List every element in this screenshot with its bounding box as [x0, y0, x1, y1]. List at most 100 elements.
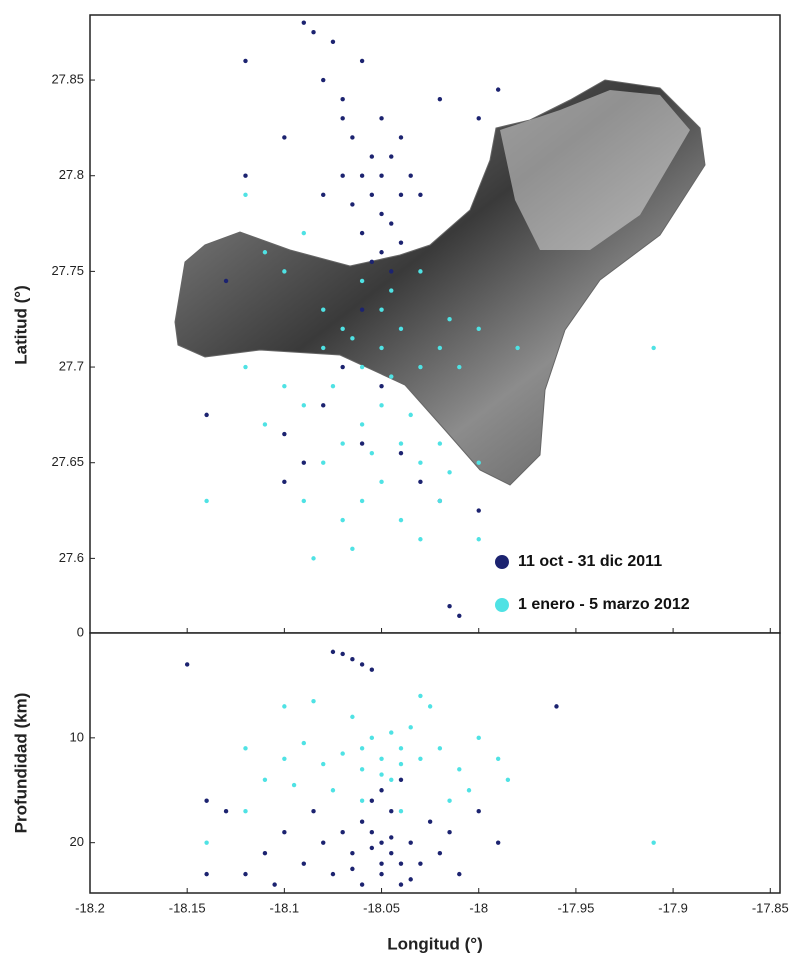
event-point: [282, 269, 286, 273]
event-point: [185, 662, 189, 666]
event-point: [263, 250, 267, 254]
event-point: [282, 480, 286, 484]
event-point: [350, 715, 354, 719]
event-point: [282, 135, 286, 139]
x-tick-label: -17.9: [658, 900, 688, 915]
event-point: [399, 518, 403, 522]
event-point: [360, 441, 364, 445]
event-point: [399, 327, 403, 331]
y-tick-label: 27.75: [51, 263, 84, 278]
event-point: [457, 767, 461, 771]
event-point: [321, 461, 325, 465]
event-point: [263, 851, 267, 855]
event-point: [272, 882, 276, 886]
event-point: [379, 403, 383, 407]
event-point: [399, 451, 403, 455]
event-point: [292, 783, 296, 787]
event-point: [350, 135, 354, 139]
event-point: [311, 809, 315, 813]
event-point: [389, 851, 393, 855]
chart: Latitud (°) Profundidad (km) Longitud (°…: [0, 0, 791, 958]
event-point: [340, 652, 344, 656]
event-point: [418, 694, 422, 698]
event-point: [418, 757, 422, 761]
event-point: [379, 250, 383, 254]
event-point: [331, 650, 335, 654]
event-point: [204, 872, 208, 876]
event-point: [418, 193, 422, 197]
event-point: [438, 746, 442, 750]
event-point: [360, 799, 364, 803]
event-point: [243, 746, 247, 750]
event-point: [340, 97, 344, 101]
event-point: [243, 174, 247, 178]
y-tick-label: 20: [70, 834, 84, 849]
x-tick-label: -17.95: [557, 900, 594, 915]
event-point: [515, 346, 519, 350]
x-tick-label: -18.1: [270, 900, 300, 915]
event-point: [204, 840, 208, 844]
event-point: [496, 87, 500, 91]
event-point: [350, 336, 354, 340]
x-tick-label: -17.85: [752, 900, 789, 915]
event-point: [379, 861, 383, 865]
event-point: [340, 830, 344, 834]
legend-label: 11 oct - 31 dic 2011: [518, 553, 662, 570]
event-point: [370, 830, 374, 834]
event-point: [311, 699, 315, 703]
event-point: [477, 461, 481, 465]
y-axis-title: Profundidad (km): [11, 693, 30, 834]
event-point: [399, 135, 403, 139]
event-point: [447, 830, 451, 834]
event-point: [360, 499, 364, 503]
event-point: [360, 231, 364, 235]
event-point: [477, 327, 481, 331]
event-point: [389, 269, 393, 273]
event-point: [302, 741, 306, 745]
event-point: [496, 840, 500, 844]
event-point: [224, 279, 228, 283]
event-point: [399, 861, 403, 865]
event-point: [399, 809, 403, 813]
event-point: [360, 882, 364, 886]
event-point: [438, 346, 442, 350]
event-point: [350, 657, 354, 661]
event-point: [379, 840, 383, 844]
y-tick-label: 27.7: [59, 358, 84, 373]
event-point: [389, 835, 393, 839]
event-point: [311, 30, 315, 34]
event-point: [243, 365, 247, 369]
event-point: [651, 346, 655, 350]
event-point: [438, 97, 442, 101]
event-point: [409, 174, 413, 178]
event-point: [243, 193, 247, 197]
event-point: [389, 730, 393, 734]
event-point: [477, 809, 481, 813]
y-axis-title: Latitud (°): [11, 285, 30, 365]
event-point: [370, 667, 374, 671]
event-point: [360, 59, 364, 63]
event-point: [428, 820, 432, 824]
event-point: [302, 461, 306, 465]
event-point: [350, 867, 354, 871]
event-point: [379, 480, 383, 484]
event-point: [340, 327, 344, 331]
event-point: [350, 851, 354, 855]
event-point: [496, 757, 500, 761]
event-point: [389, 288, 393, 292]
event-point: [302, 499, 306, 503]
event-point: [379, 757, 383, 761]
event-point: [418, 861, 422, 865]
event-point: [282, 432, 286, 436]
event-point: [379, 307, 383, 311]
event-point: [389, 221, 393, 225]
event-point: [360, 422, 364, 426]
event-point: [409, 840, 413, 844]
x-tick-label: -18.2: [75, 900, 105, 915]
event-point: [428, 704, 432, 708]
event-point: [282, 830, 286, 834]
event-point: [331, 788, 335, 792]
event-point: [438, 851, 442, 855]
event-point: [370, 451, 374, 455]
event-point: [399, 778, 403, 782]
